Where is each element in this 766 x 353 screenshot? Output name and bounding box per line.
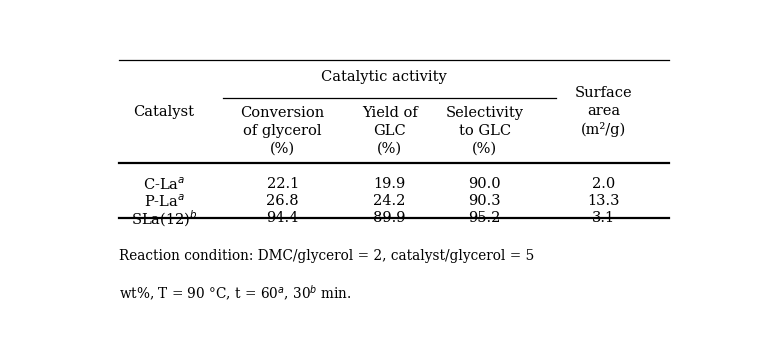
Text: 26.8: 26.8 — [267, 195, 299, 208]
Text: 94.4: 94.4 — [267, 211, 299, 226]
Text: 24.2: 24.2 — [373, 195, 406, 208]
Text: Reaction condition: DMC/glycerol = 2, catalyst/glycerol = 5: Reaction condition: DMC/glycerol = 2, ca… — [119, 249, 535, 263]
Text: 89.9: 89.9 — [373, 211, 406, 226]
Text: Yield of
GLC
(%): Yield of GLC (%) — [362, 106, 417, 156]
Text: Selectivity
to GLC
(%): Selectivity to GLC (%) — [446, 106, 524, 156]
Text: 3.1: 3.1 — [592, 211, 615, 226]
Text: 13.3: 13.3 — [587, 195, 620, 208]
Text: C-La$^{a}$: C-La$^{a}$ — [142, 176, 185, 192]
Text: SLa(12)$^{b}$: SLa(12)$^{b}$ — [131, 208, 198, 229]
Text: 95.2: 95.2 — [468, 211, 501, 226]
Text: P-La$^{a}$: P-La$^{a}$ — [143, 193, 185, 210]
Text: 22.1: 22.1 — [267, 177, 299, 191]
Text: 90.0: 90.0 — [468, 177, 501, 191]
Text: Catalyst: Catalyst — [133, 105, 195, 119]
Text: 90.3: 90.3 — [468, 195, 501, 208]
Text: Conversion
of glycerol
(%): Conversion of glycerol (%) — [241, 106, 325, 156]
Text: 2.0: 2.0 — [591, 177, 615, 191]
Text: Catalytic activity: Catalytic activity — [321, 70, 447, 84]
Text: 19.9: 19.9 — [374, 177, 406, 191]
Text: Surface
area
(m²/g): Surface area (m²/g) — [574, 86, 632, 137]
Text: wt%, T = 90 °C, t = 60$^{a}$, 30$^{b}$ min.: wt%, T = 90 °C, t = 60$^{a}$, 30$^{b}$ m… — [119, 284, 352, 304]
